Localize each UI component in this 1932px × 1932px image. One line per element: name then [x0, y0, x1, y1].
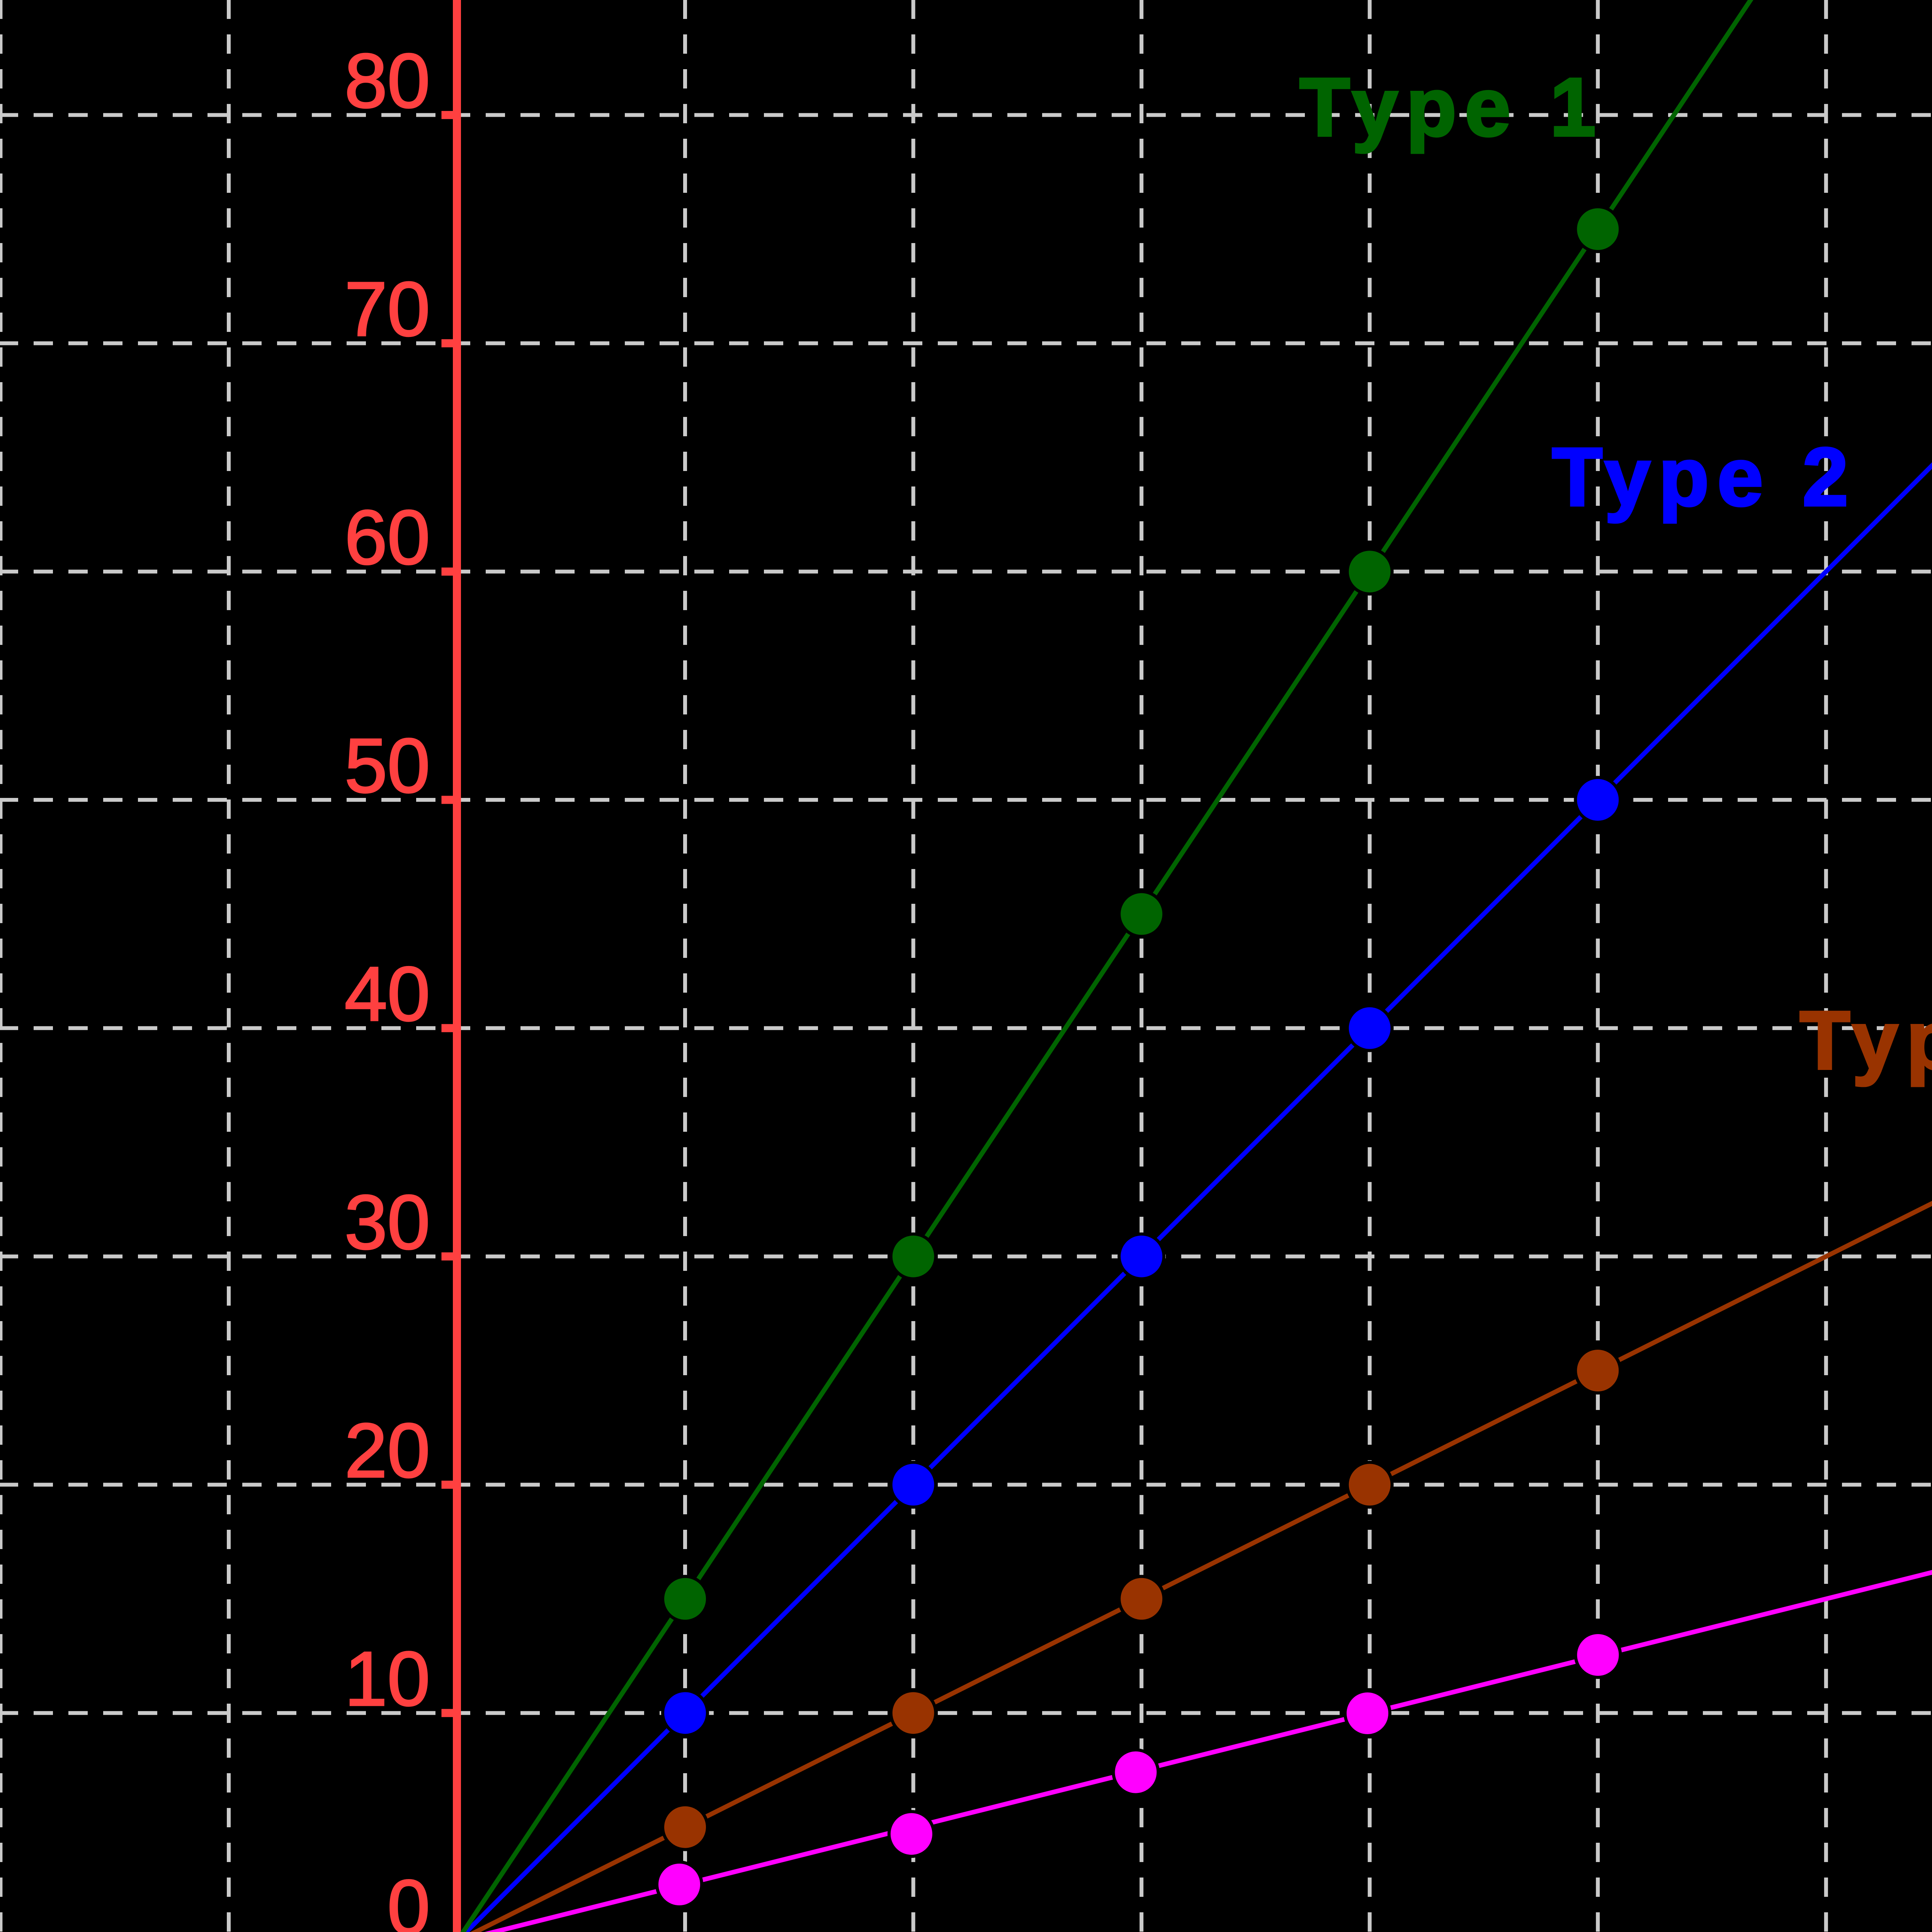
svg-text:Type 2: Type 2 — [1552, 431, 1856, 523]
svg-text:0: 0 — [387, 1864, 430, 1932]
svg-text:30: 30 — [345, 1180, 430, 1265]
svg-text:20: 20 — [345, 1408, 430, 1493]
svg-text:40: 40 — [345, 951, 430, 1037]
svg-text:70: 70 — [345, 266, 430, 352]
svg-text:60: 60 — [345, 495, 430, 580]
svg-text:10: 10 — [345, 1636, 430, 1722]
svg-text:80: 80 — [345, 38, 430, 124]
svg-text:50: 50 — [345, 723, 430, 809]
svg-text:Type 3: Type 3 — [1799, 994, 1932, 1087]
svg-text:Type 1: Type 1 — [1299, 61, 1604, 153]
